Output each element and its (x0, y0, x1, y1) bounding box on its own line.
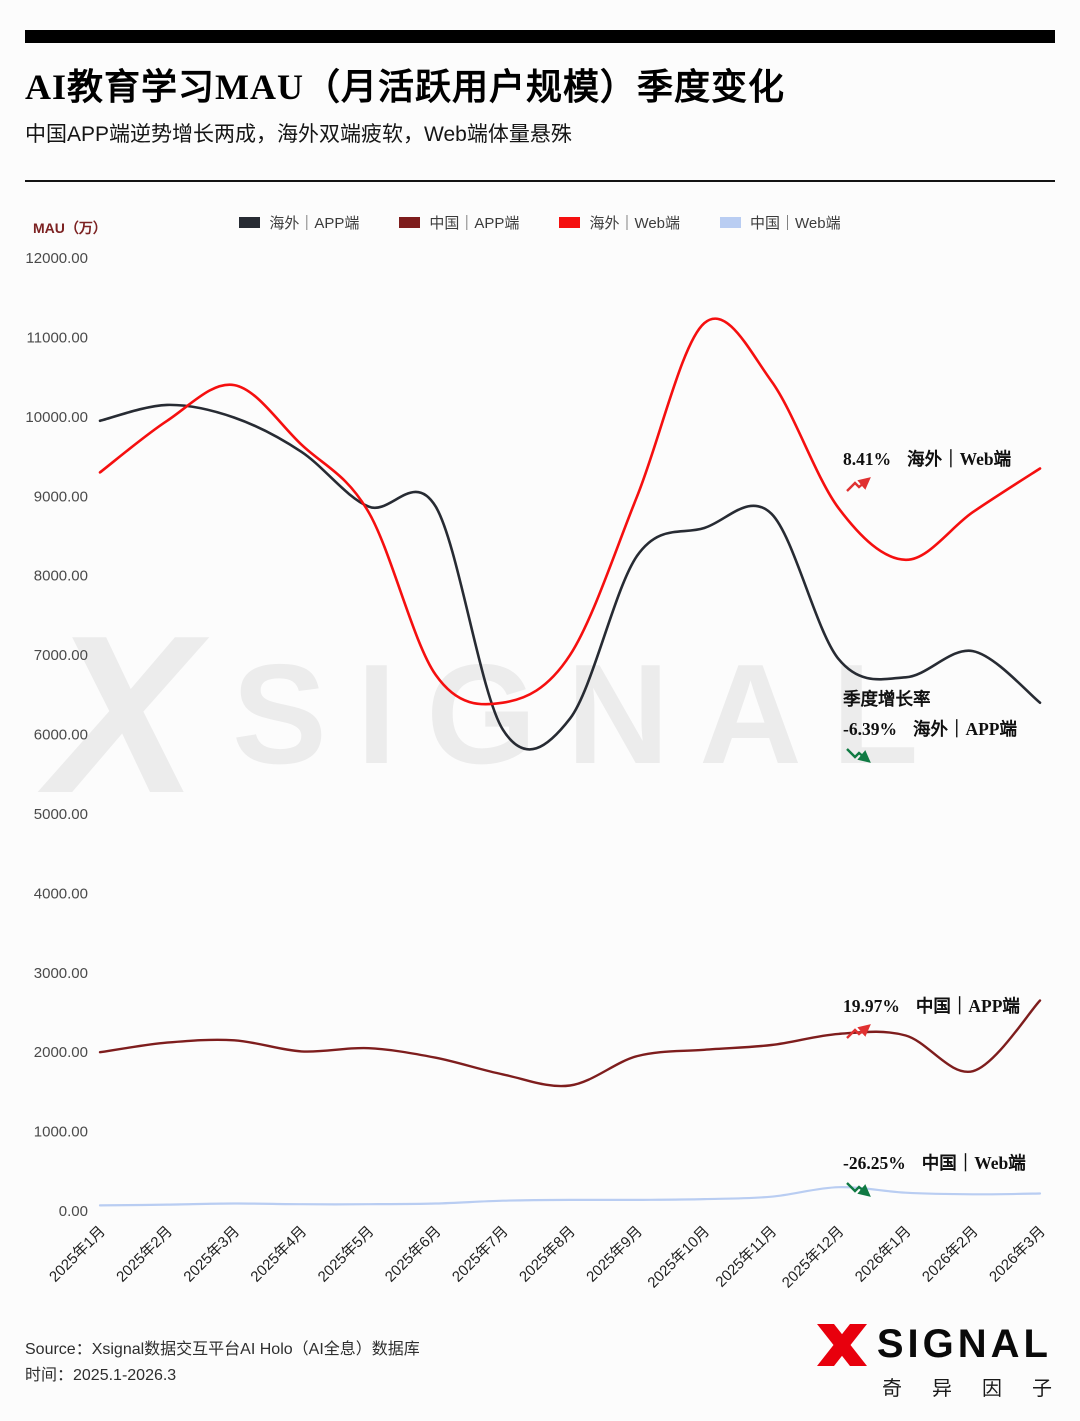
legend-swatch-icon (399, 217, 421, 228)
x-axis-tick: 2025年5月 (315, 1223, 378, 1286)
logo-text: SIGNAL (876, 1322, 1052, 1366)
y-axis-tick: 3000.00 (34, 965, 88, 982)
legend-swatch-icon (239, 217, 261, 228)
xsignal-watermark: X SIGNAL (48, 602, 949, 827)
header-divider (25, 180, 1055, 182)
legend-item[interactable]: 海外｜APP端 (239, 212, 359, 233)
y-axis-tick: 9000.00 (34, 488, 88, 505)
x-axis-tick: 2025年3月 (180, 1223, 243, 1286)
series-line (98, 403, 1042, 751)
x-axis-tick: 2025年12月 (779, 1223, 848, 1292)
y-axis-title: MAU（万） (33, 220, 107, 236)
chart-legend: 海外｜APP端 中国｜APP端 海外｜Web端 中国｜Web端 (0, 212, 1080, 233)
y-axis-tick: 8000.00 (34, 568, 88, 585)
legend-item[interactable]: 海外｜Web端 (559, 212, 680, 233)
x-axis-tick: 2025年9月 (583, 1223, 646, 1286)
x-axis-tick: 2025年2月 (113, 1223, 176, 1286)
watermark-x-icon: X (48, 588, 199, 840)
watermark-text: SIGNAL (232, 634, 949, 794)
x-axis-tick: 2026年1月 (852, 1223, 915, 1286)
y-axis-tick: 11000.00 (27, 329, 88, 346)
y-axis-tick: 10000.00 (25, 409, 88, 426)
y-axis-tick: 1000.00 (34, 1124, 88, 1141)
xsignal-x-icon (816, 1323, 867, 1366)
time-range-line: 时间：2025.1-2026.3 (25, 1367, 177, 1384)
x-axis-tick: 2026年2月 (919, 1223, 982, 1286)
series-line (98, 1186, 1042, 1207)
page-title: AI教育学习MAU（月活跃用户规模）季度变化 (25, 67, 785, 107)
source-line: Source：Xsignal数据交互平台AI Holo（AI全息）数据库 (25, 1341, 420, 1358)
y-axis-tick: 0.00 (59, 1203, 88, 1220)
line-chart: 0.00 1000.00 2000.00 3000.00 4000.00 5000.00 6… (25, 250, 1049, 1292)
y-axis-tick: 12000.00 (25, 250, 88, 267)
y-axis-tick: 7000.00 (34, 647, 88, 664)
legend-swatch-icon (559, 217, 581, 228)
series-line (98, 317, 1042, 706)
y-axis-tick: 4000.00 (34, 885, 88, 902)
y-axis-tick: 2000.00 (34, 1044, 88, 1061)
page-subtitle: 中国APP端逆势增长两成，海外双端疲软，Web端体量悬殊 (25, 123, 572, 146)
legend-label: 中国｜Web端 (750, 215, 841, 232)
x-axis-tick: 2026年3月 (986, 1223, 1049, 1286)
y-axis-tick: 5000.00 (34, 806, 88, 823)
x-axis-tick: 2025年6月 (382, 1223, 445, 1286)
logo-subtext: 奇异因子 (882, 1378, 1080, 1400)
series-line (98, 999, 1042, 1088)
legend-item[interactable]: 中国｜Web端 (720, 212, 841, 233)
x-axis-tick: 2025年11月 (712, 1223, 780, 1291)
x-axis-tick: 2025年4月 (247, 1223, 310, 1286)
legend-swatch-icon (720, 217, 742, 228)
xsignal-logo: SIGNAL 奇异因子 (816, 1322, 1052, 1401)
top-rule (25, 30, 1055, 43)
chart-area: X SIGNAL 0.00 1000.00 2000.00 3000.00 4000.00… (0, 240, 1080, 1315)
x-axis-tick: 2025年1月 (46, 1223, 109, 1286)
x-axis-tick: 2025年8月 (516, 1223, 579, 1286)
legend-label: 海外｜Web端 (589, 215, 681, 232)
x-axis-tick: 2025年7月 (449, 1223, 512, 1286)
y-axis-tick: 6000.00 (34, 727, 88, 744)
legend-item[interactable]: 中国｜APP端 (399, 212, 519, 233)
legend-label: 中国｜APP端 (429, 215, 520, 232)
legend-label: 海外｜APP端 (269, 215, 360, 232)
x-axis-tick: 2025年10月 (644, 1223, 713, 1292)
